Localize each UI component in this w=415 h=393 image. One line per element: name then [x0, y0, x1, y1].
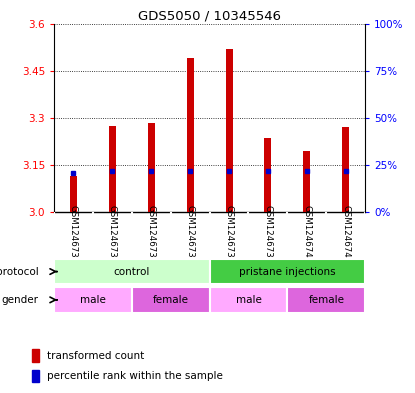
Bar [54, 287, 132, 312]
Text: female: female [308, 295, 344, 305]
Bar [187, 58, 194, 212]
Bar [264, 138, 271, 212]
Text: male: male [236, 295, 261, 305]
Bar [342, 127, 349, 212]
Text: GSM1246738: GSM1246738 [225, 205, 234, 263]
Text: pristane injections: pristane injections [239, 266, 336, 277]
Bar [210, 259, 365, 284]
Bar [32, 370, 39, 382]
Text: protocol: protocol [0, 266, 38, 277]
Text: percentile rank within the sample: percentile rank within the sample [47, 371, 223, 381]
Text: GSM1246740: GSM1246740 [303, 205, 311, 263]
Bar [32, 349, 39, 362]
Text: GSM1246741: GSM1246741 [341, 205, 350, 263]
Text: transformed count: transformed count [47, 351, 144, 361]
Bar [109, 126, 116, 212]
Bar [303, 151, 310, 212]
Bar [132, 287, 210, 312]
Bar [54, 259, 210, 284]
Text: female: female [153, 295, 189, 305]
Title: GDS5050 / 10345546: GDS5050 / 10345546 [138, 9, 281, 22]
Text: control: control [114, 266, 150, 277]
Bar [210, 287, 287, 312]
Text: GSM1246735: GSM1246735 [108, 205, 117, 263]
Bar [225, 49, 232, 212]
Text: GSM1246739: GSM1246739 [264, 205, 272, 263]
Text: male: male [80, 295, 106, 305]
Bar [148, 123, 155, 212]
Text: gender: gender [1, 295, 38, 305]
Bar [287, 287, 365, 312]
Text: GSM1246734: GSM1246734 [69, 205, 78, 263]
Text: GSM1246736: GSM1246736 [147, 205, 156, 263]
Text: GSM1246737: GSM1246737 [186, 205, 195, 263]
Bar [70, 176, 77, 212]
